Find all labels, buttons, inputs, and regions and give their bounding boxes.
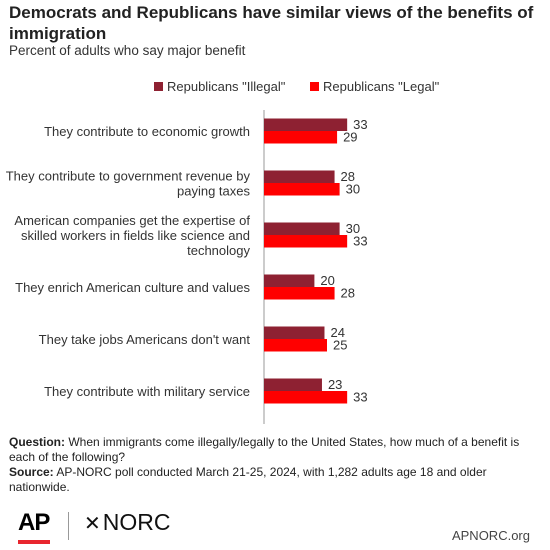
category-label: American companies get the expertise of s… bbox=[14, 213, 250, 258]
category-label-line: technology bbox=[187, 243, 250, 258]
chart-subtitle: Percent of adults who say major benefit bbox=[9, 43, 246, 58]
ap-logo-underline bbox=[18, 540, 50, 544]
bar-legal bbox=[264, 287, 335, 300]
norc-logo-text: NORC bbox=[102, 509, 171, 535]
data-label-illegal: 33 bbox=[353, 117, 367, 132]
data-label-illegal: 30 bbox=[346, 221, 360, 236]
legend-swatch-legal bbox=[310, 82, 319, 91]
bar-illegal bbox=[264, 118, 348, 131]
bar-legal bbox=[264, 391, 348, 404]
bar-legal bbox=[264, 131, 338, 144]
bar-legal bbox=[264, 339, 327, 352]
bar-illegal bbox=[264, 170, 335, 183]
norc-star-icon: ✕ bbox=[84, 513, 101, 535]
category-label-line: American companies get the expertise of bbox=[14, 213, 250, 228]
bar-legal bbox=[264, 183, 340, 196]
source-text: AP-NORC poll conducted March 21-25, 2024… bbox=[9, 465, 487, 494]
chart-notes: Question: When immigrants come illegally… bbox=[9, 435, 529, 495]
category-label-line: skilled workers in fields like science a… bbox=[21, 228, 250, 243]
legend-item-legal: Republicans "Legal" bbox=[310, 79, 439, 94]
category-label-line: They contribute to government revenue by bbox=[6, 169, 251, 184]
legend-item-illegal: Republicans "Illegal" bbox=[154, 79, 285, 94]
category-label: They enrich American culture and values bbox=[15, 280, 250, 295]
logo-divider bbox=[68, 512, 69, 540]
legend-swatch-illegal bbox=[154, 82, 163, 91]
bar-illegal bbox=[264, 222, 340, 235]
bar-illegal bbox=[264, 326, 325, 339]
chart-title: Democrats and Republicans have similar v… bbox=[9, 3, 534, 43]
source-note: Source: AP-NORC poll conducted March 21-… bbox=[9, 465, 529, 495]
data-label-illegal: 23 bbox=[328, 377, 342, 392]
legend-label-legal: Republicans "Legal" bbox=[323, 79, 440, 94]
data-label-legal: 29 bbox=[343, 130, 357, 145]
data-label-legal: 28 bbox=[341, 286, 355, 301]
category-label: They contribute to economic growth bbox=[44, 124, 250, 139]
data-label-illegal: 24 bbox=[330, 325, 344, 340]
data-label-legal: 30 bbox=[346, 182, 360, 197]
source-label: Source: bbox=[9, 465, 54, 479]
bar-chart: They contribute to economic growth 3329Th… bbox=[6, 110, 368, 424]
legend-label-illegal: Republicans "Illegal" bbox=[167, 79, 286, 94]
bar-legal bbox=[264, 235, 348, 248]
category-label-line: They take jobs Americans don't want bbox=[39, 332, 251, 347]
data-label-legal: 33 bbox=[353, 390, 367, 405]
bar-illegal bbox=[264, 378, 322, 391]
question-note: Question: When immigrants come illegally… bbox=[9, 435, 529, 465]
data-label-legal: 25 bbox=[333, 338, 347, 353]
bar-illegal bbox=[264, 274, 315, 287]
category-label: They contribute with military service bbox=[44, 384, 250, 399]
category-label-line: They enrich American culture and values bbox=[15, 280, 250, 295]
chart-legend: Republicans "Illegal" Republicans "Legal… bbox=[150, 79, 450, 95]
category-label-line: They contribute with military service bbox=[44, 384, 250, 399]
category-label: They contribute to government revenue by… bbox=[6, 169, 251, 199]
site-url: APNORC.org bbox=[451, 528, 530, 543]
data-label-illegal: 28 bbox=[341, 169, 355, 184]
ap-logo: AP bbox=[18, 509, 50, 536]
norc-logo: ✕NORC bbox=[84, 509, 171, 536]
question-label: Question: bbox=[9, 435, 65, 449]
category-label-line: paying taxes bbox=[177, 184, 250, 199]
data-label-illegal: 20 bbox=[320, 273, 334, 288]
category-label: They take jobs Americans don't want bbox=[39, 332, 251, 347]
question-text: When immigrants come illegally/legally t… bbox=[9, 435, 520, 464]
category-label-line: They contribute to economic growth bbox=[44, 124, 250, 139]
data-label-legal: 33 bbox=[353, 234, 367, 249]
